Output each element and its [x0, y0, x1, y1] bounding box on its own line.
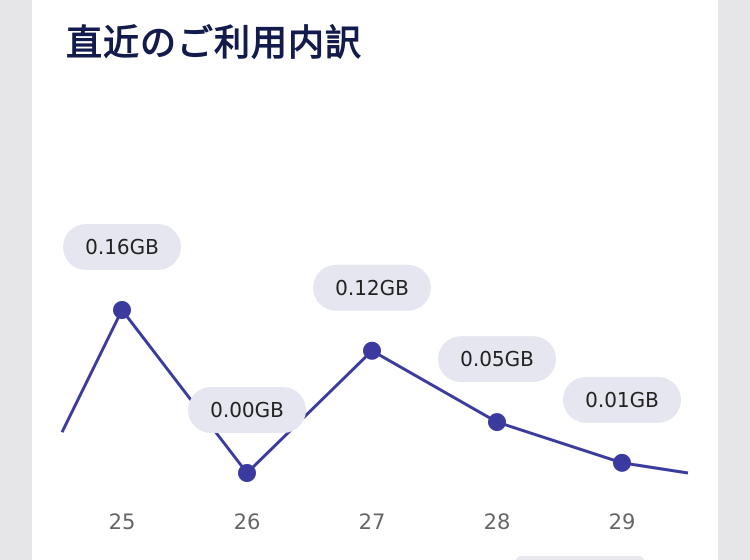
data-label-text: 0.01GB [585, 388, 659, 412]
x-tick-28: 28 [484, 510, 511, 534]
data-point-28[interactable] [488, 413, 506, 432]
data-label-text: 0.05GB [460, 347, 534, 371]
data-label-27: 0.12GB [313, 264, 431, 311]
x-tick-25: 25 [109, 510, 136, 534]
usage-line-chart: 0.16GB 0.00GB 0.12GB 0.05GB 0.01GB 25 26 27 28 2… [60, 224, 689, 534]
data-label-text: 0.00GB [210, 398, 284, 422]
data-label-bg [188, 387, 306, 433]
x-tick-29: 29 [609, 510, 636, 534]
data-label-25: 0.16GB [63, 224, 181, 270]
data-label-bg [313, 264, 431, 311]
card-title: 直近のご利用内訳 [66, 23, 363, 64]
data-point-26[interactable] [238, 464, 256, 482]
data-label-29: 0.01GB [563, 376, 681, 423]
data-label-26: 0.00GB [188, 387, 306, 433]
x-tick-26: 26 [234, 510, 261, 534]
data-label-28: 0.05GB [438, 336, 556, 383]
data-label-text: 0.16GB [85, 235, 159, 259]
data-point-27[interactable] [363, 341, 381, 360]
data-label-text: 0.12GB [335, 276, 409, 300]
x-tick-27: 27 [359, 510, 386, 534]
data-label-bg [563, 376, 681, 423]
next-section-hint [516, 556, 644, 560]
data-label-bg [438, 336, 556, 383]
usage-card: 直近のご利用内訳 0.16GB 0.00GB 0.12GB 0.05GB 0.01GB … [32, 0, 718, 560]
data-point-29[interactable] [613, 453, 631, 472]
data-point-25[interactable] [113, 301, 131, 319]
data-label-bg [63, 224, 181, 270]
